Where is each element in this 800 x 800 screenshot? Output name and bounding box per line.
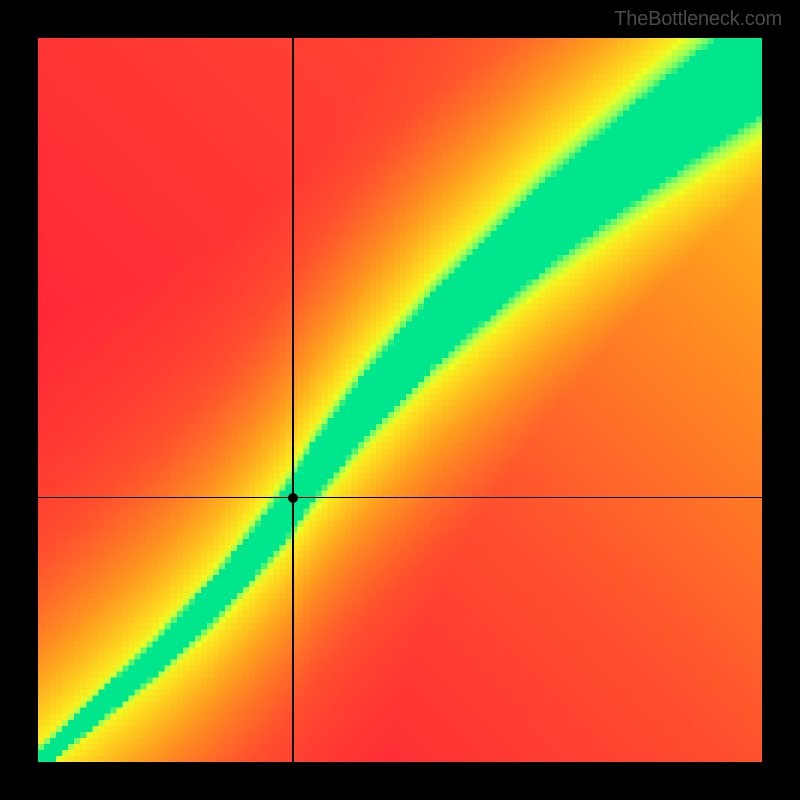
chart-container: TheBottleneck.com (0, 0, 800, 800)
crosshair-horizontal (38, 497, 762, 499)
heatmap-plot (38, 38, 762, 762)
crosshair-vertical (292, 38, 294, 762)
watermark-text: TheBottleneck.com (614, 8, 782, 31)
crosshair-marker (288, 493, 298, 503)
heatmap-canvas (38, 38, 762, 762)
